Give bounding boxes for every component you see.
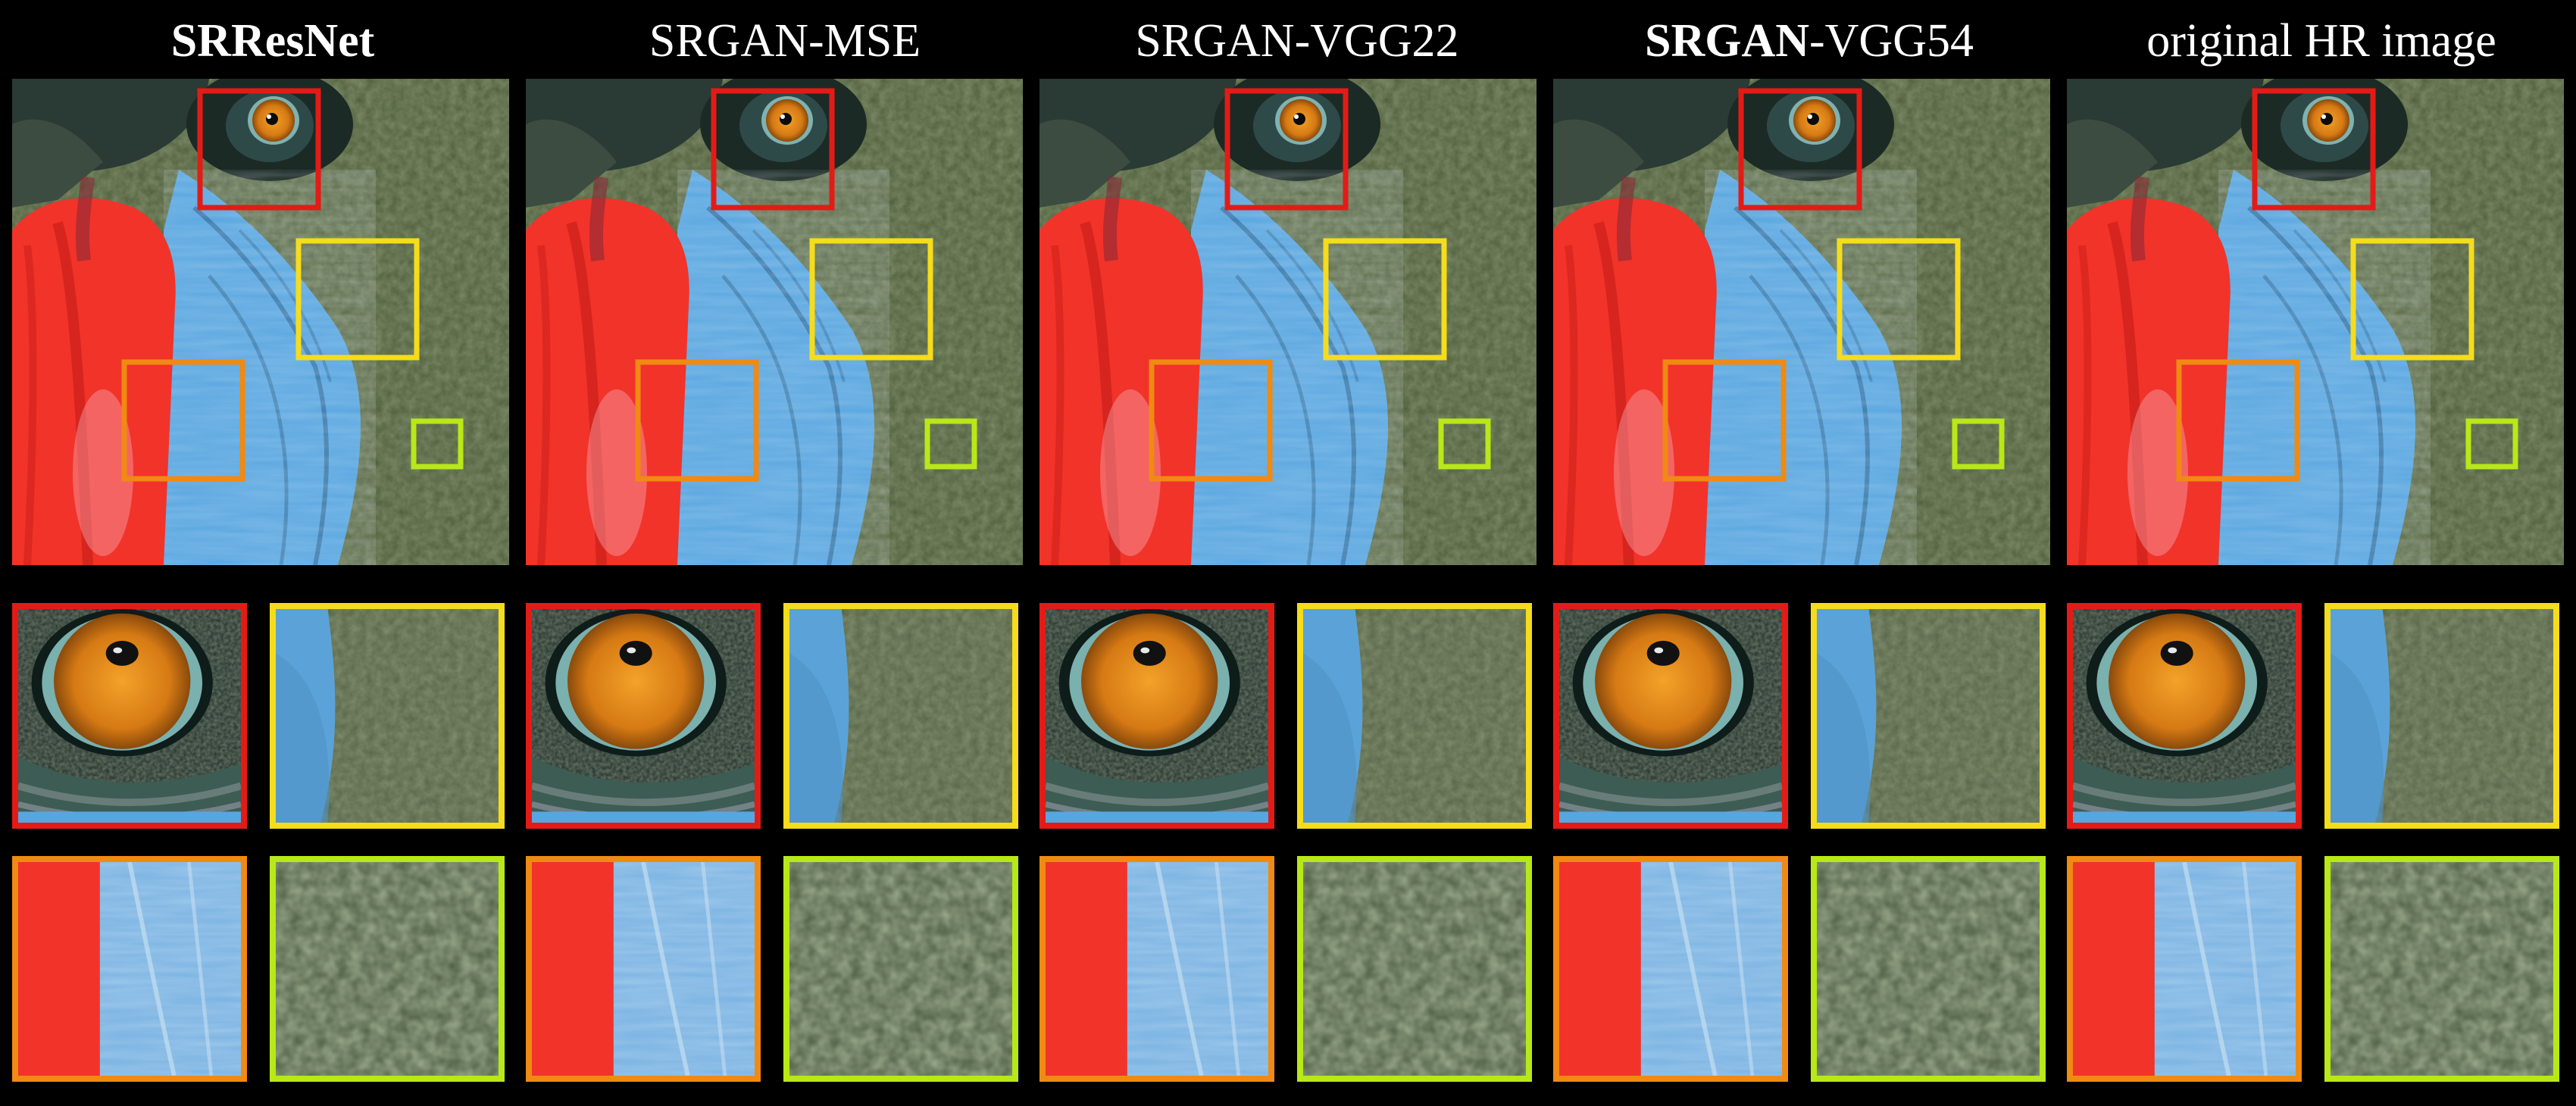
texture-crop-srresnet <box>270 856 505 1082</box>
texture-crop-srgan-vgg22 <box>1297 856 1532 1082</box>
fur-crop-srgan-mse <box>783 603 1018 829</box>
fur-box <box>295 238 420 361</box>
column-title-srgan-mse: SRGAN-MSE <box>535 6 1035 76</box>
column-title-original-hr: original HR image <box>2071 6 2571 76</box>
nose-crop-srgan-vgg22 <box>1039 856 1274 1082</box>
eye-crop-srgan-vgg22 <box>1039 603 1274 829</box>
nose-crop-original-hr <box>2067 856 2302 1082</box>
nose-crop-srresnet <box>12 856 247 1082</box>
title-rest: -VGG54 <box>1809 15 1974 67</box>
fur-crop-srresnet <box>270 603 505 829</box>
main-image-srgan-vgg54 <box>1553 79 2050 565</box>
column-title-srresnet: SRResNet <box>23 6 523 76</box>
column-title-srgan-vgg22: SRGAN-VGG22 <box>1047 6 1547 76</box>
title-rest: SRGAN-MSE <box>649 15 921 67</box>
eye-crop-original-hr <box>2067 603 2302 829</box>
title-bold: SRResNet <box>170 15 375 67</box>
fur-crop-original-hr <box>2324 603 2559 829</box>
title-rest: SRGAN-VGG22 <box>1135 15 1459 67</box>
fur-crop-srgan-vgg54 <box>1811 603 2046 829</box>
eye-crop-srgan-vgg54 <box>1553 603 1788 829</box>
eye-crop-srresnet <box>12 603 247 829</box>
title-bold: SRGAN <box>1644 15 1810 67</box>
main-image-srgan-mse <box>526 79 1023 565</box>
fur-crop-srgan-vgg22 <box>1297 603 1532 829</box>
main-image-srgan-vgg22 <box>1039 79 1537 565</box>
nose-crop-srgan-mse <box>526 856 761 1082</box>
texture-crop-srgan-vgg54 <box>1811 856 2046 1082</box>
texture-crop-original-hr <box>2324 856 2559 1082</box>
column-title-srgan-vgg54: SRGAN-VGG54 <box>1559 6 2059 76</box>
texture-box <box>411 418 464 470</box>
main-image-original-hr <box>2067 79 2564 565</box>
title-rest: original HR image <box>2146 15 2496 67</box>
main-image-srresnet <box>12 79 509 565</box>
eye-crop-srgan-mse <box>526 603 761 829</box>
texture-crop-srgan-mse <box>783 856 1018 1082</box>
nose-box <box>121 359 245 482</box>
nose-crop-srgan-vgg54 <box>1553 856 1788 1082</box>
eye-box <box>197 88 321 211</box>
